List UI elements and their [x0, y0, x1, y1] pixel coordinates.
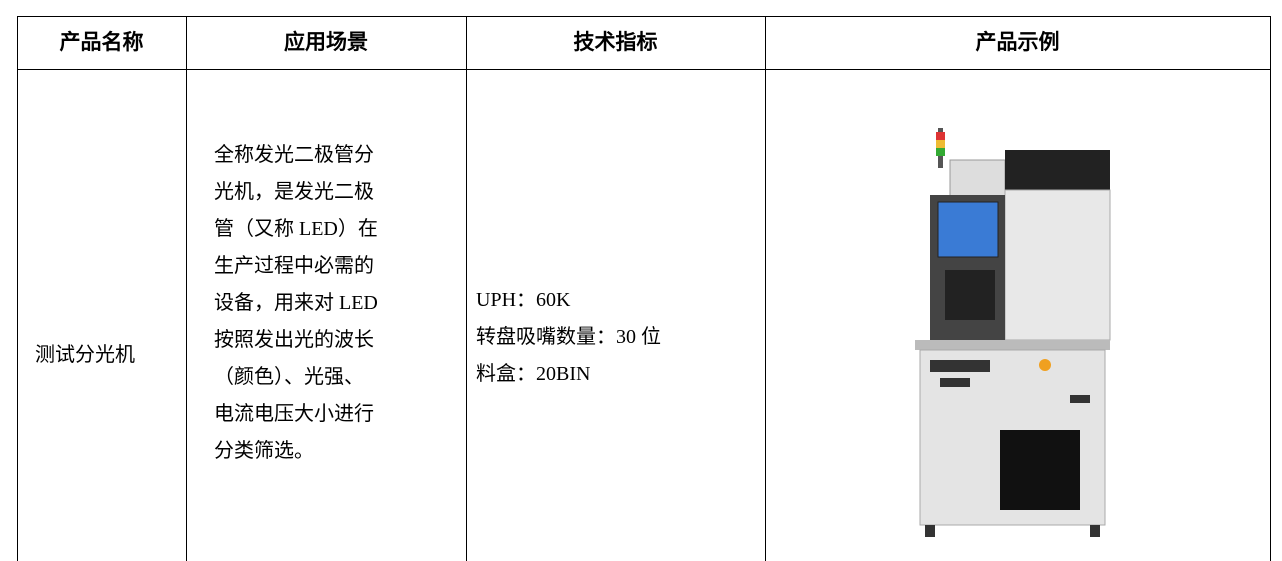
- text-line: 电流电压大小进行: [214, 403, 374, 425]
- header-cell: 产品名称: [59, 30, 144, 54]
- text-line: 设备，用来对 LED: [214, 292, 378, 314]
- border: [17, 16, 18, 561]
- border: [765, 16, 766, 561]
- text-line: 料盒：20BIN: [476, 363, 591, 385]
- product-name: 测试分光机: [35, 344, 135, 366]
- border: [17, 16, 1271, 17]
- text-line: 生产过程中必需的: [214, 255, 374, 277]
- text-line: （颜色）、光强、: [214, 366, 364, 388]
- text-line: 全称发光二极管分: [214, 144, 374, 166]
- text-line: 管（又称 LED）在: [214, 218, 378, 240]
- text-line: 按照发出光的波长: [214, 329, 374, 351]
- header-cell: 技术指标: [573, 30, 658, 54]
- text-line: UPH：60K: [476, 289, 571, 311]
- border: [1270, 16, 1271, 561]
- product-image: [915, 128, 1111, 537]
- text-line: 分类筛选。: [214, 440, 314, 462]
- border: [17, 69, 1271, 70]
- header-cell: 产品示例: [975, 30, 1060, 54]
- text-line: 转盘吸嘴数量：30 位: [476, 326, 661, 348]
- border: [186, 16, 187, 561]
- border: [466, 16, 467, 561]
- text-line: 光机，是发光二极: [214, 181, 374, 203]
- header-cell: 应用场景: [284, 30, 368, 54]
